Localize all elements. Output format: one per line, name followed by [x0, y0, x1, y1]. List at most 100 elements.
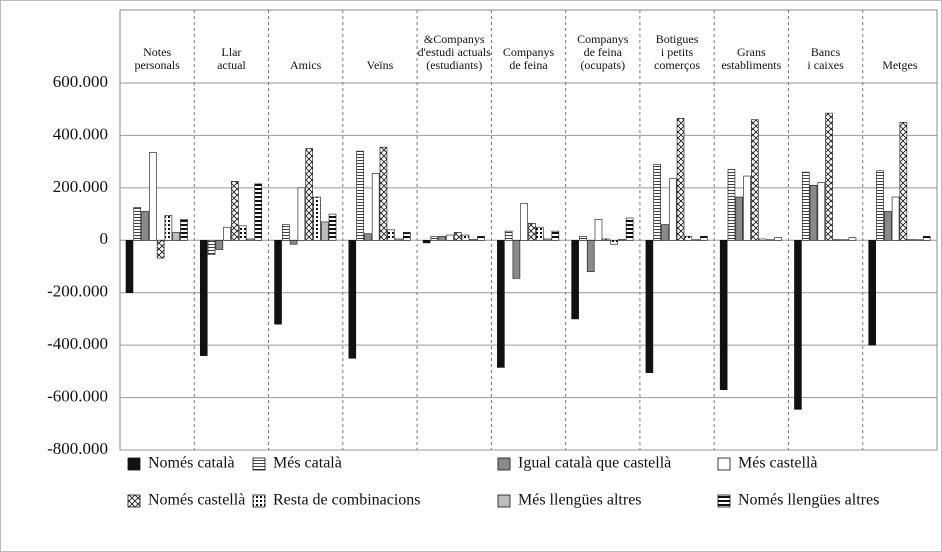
bar [625, 217, 634, 241]
bar [528, 222, 536, 241]
bar [907, 239, 915, 241]
x-tick-label: establiments [721, 58, 781, 72]
bar [743, 175, 751, 241]
bar [817, 182, 826, 241]
x-tick-label: Bancs [811, 45, 841, 59]
bar [254, 183, 263, 241]
bar [840, 239, 849, 241]
bar [551, 230, 560, 241]
x-tick-label: de feina [584, 45, 623, 59]
bar [497, 239, 505, 368]
bar [848, 237, 857, 241]
bar [395, 238, 403, 241]
y-tick-label: -800.000 [47, 439, 108, 458]
legend-label: Resta de combinacions [273, 492, 421, 509]
bar [430, 236, 439, 241]
bar [579, 236, 587, 241]
bar [164, 215, 173, 241]
y-tick-label: -400.000 [47, 334, 108, 353]
bar [899, 122, 908, 241]
y-tick-label: 400.000 [53, 124, 108, 143]
bar [891, 196, 900, 241]
bar [833, 239, 841, 241]
bar [328, 213, 337, 241]
legend-label: Més català [273, 455, 342, 472]
bar [661, 224, 669, 241]
bar [379, 146, 388, 241]
x-tick-label: d'estudi actuals [418, 45, 491, 59]
bar [653, 163, 661, 241]
bar [364, 233, 372, 241]
x-tick-label: (estudiants) [426, 58, 482, 72]
legend-label: Més castellà [738, 455, 818, 472]
bar [594, 219, 603, 241]
x-tick-label: Notes [143, 45, 171, 59]
x-tick-label: Botigues [656, 32, 699, 46]
bar [520, 203, 528, 241]
bar [438, 236, 446, 241]
bar [207, 239, 216, 256]
bar [282, 224, 290, 241]
legend-label: Només català [148, 455, 235, 472]
x-tick-label: actual [217, 58, 246, 72]
bar [618, 239, 626, 241]
bar [172, 232, 180, 241]
x-tick-label: i caixes [807, 58, 844, 72]
bar [356, 150, 364, 241]
y-tick-label: -200.000 [47, 282, 108, 301]
bar [320, 221, 329, 241]
x-tick-label: Metges [882, 58, 918, 72]
legend-swatch [717, 494, 731, 508]
bar [133, 207, 142, 241]
legend-label: Més llengües altres [518, 492, 642, 509]
x-tick-label: de feina [509, 58, 548, 72]
bar [700, 236, 708, 241]
bar [645, 239, 654, 373]
bar [610, 239, 618, 245]
legend-label: Igual català que castellà [518, 455, 671, 472]
bar [313, 196, 321, 241]
legend-swatch [127, 457, 141, 471]
bar [289, 239, 298, 245]
bar [735, 196, 744, 241]
x-tick-label: Companys [577, 32, 629, 46]
bar [469, 239, 478, 241]
x-tick-label: Grans [737, 45, 766, 59]
bar [602, 238, 611, 241]
bar [825, 112, 833, 241]
bar [915, 239, 923, 241]
bar [794, 239, 802, 410]
legend-swatch [127, 494, 141, 508]
legend-label: Només castellà [148, 492, 245, 509]
y-tick-label: 200.000 [53, 177, 108, 196]
bar [751, 119, 759, 241]
bar [141, 211, 149, 241]
y-tick-label: 0 [100, 229, 109, 248]
x-tick-label: comerços [654, 58, 700, 72]
bar [453, 232, 462, 241]
bar [535, 226, 544, 241]
bar [180, 219, 188, 241]
x-tick-label: Companys [503, 45, 555, 59]
bar [246, 238, 255, 241]
bar [766, 239, 775, 241]
bar [692, 239, 700, 241]
bar [461, 234, 470, 241]
bar [305, 148, 313, 241]
x-tick-label: Veïns [367, 58, 394, 72]
bar [922, 236, 931, 241]
bar [238, 225, 247, 241]
bar [231, 181, 239, 241]
bar [223, 226, 231, 241]
bar [586, 239, 595, 273]
bar [883, 211, 892, 241]
bar [446, 234, 454, 241]
bar [809, 184, 818, 241]
bar [543, 238, 552, 241]
bar [125, 239, 134, 294]
x-tick-label: i petits [661, 45, 694, 59]
bar [422, 239, 431, 244]
bar [868, 239, 877, 346]
bar [504, 230, 513, 241]
bar [571, 239, 579, 320]
